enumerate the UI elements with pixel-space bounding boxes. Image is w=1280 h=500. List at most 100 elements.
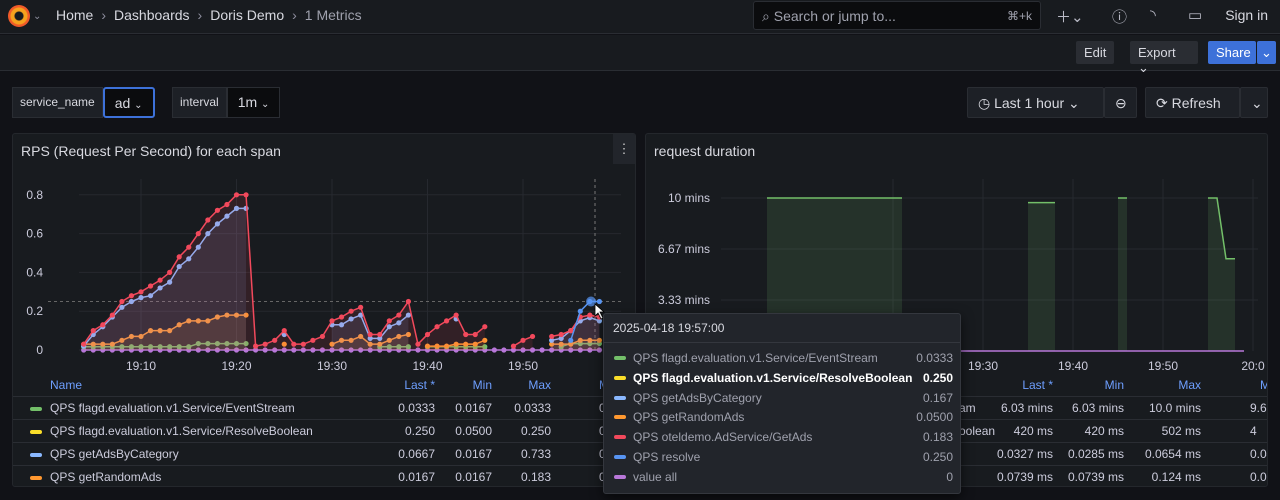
legend-row[interactable]: QPS flagd.evaluation.v1.Service/ResolveB… <box>13 419 635 441</box>
mean-value: 0.045 <box>1250 447 1267 461</box>
data-point <box>224 340 230 347</box>
series-color-swatch <box>30 430 42 434</box>
min-value: 420 ms <box>1084 424 1124 438</box>
tooltip-row: QPS resolve 0.250 <box>613 450 953 468</box>
tooltip-series-value: 0.250 <box>922 370 953 385</box>
min-value: 0.0739 ms <box>1067 470 1124 484</box>
data-point <box>195 244 201 250</box>
breadcrumb-folder[interactable]: Doris Demo <box>210 7 285 23</box>
data-point <box>109 312 115 318</box>
col-last[interactable]: Last * <box>1022 378 1053 392</box>
rps-chart[interactable]: 0 0.2 0.4 0.6 0.8 19:10 19:20 19:30 19:40 19:50 <box>13 134 636 374</box>
panel-menu-icon[interactable]: ⋮ <box>613 134 635 164</box>
refresh-button[interactable]: ⟳ Refresh <box>1145 87 1240 118</box>
data-point <box>377 341 383 347</box>
data-point <box>310 347 316 353</box>
data-point <box>577 347 583 353</box>
series-color-swatch <box>614 356 626 360</box>
variable-service-name: service_name ad ⌄ <box>12 87 155 118</box>
chevron-down-icon[interactable]: ⌄ <box>33 11 42 22</box>
data-point <box>138 295 144 301</box>
col-last[interactable]: Last * <box>404 378 435 392</box>
data-point <box>472 331 478 338</box>
breadcrumb-dashboards[interactable]: Dashboards <box>114 7 190 23</box>
series-color-swatch <box>614 435 626 440</box>
data-point <box>119 337 125 343</box>
variable-label: interval <box>172 87 227 118</box>
service-name-select[interactable]: ad ⌄ <box>102 87 155 118</box>
series-name: QPS getAdsByCategory <box>50 447 179 461</box>
legend-row[interactable]: QPS flagd.evaluation.v1.Service/EventStr… <box>13 396 635 418</box>
data-point <box>233 192 240 198</box>
edit-button[interactable]: Edit <box>1076 41 1115 64</box>
grafana-logo-icon[interactable] <box>8 5 30 27</box>
data-point <box>195 347 201 353</box>
data-point <box>358 347 364 353</box>
data-point <box>348 347 354 353</box>
data-point <box>453 341 459 347</box>
help-icon[interactable]: ⓘ <box>1112 9 1128 26</box>
legend-header: Last * Min Max M <box>646 374 1267 396</box>
col-max[interactable]: Max <box>528 378 551 392</box>
data-point <box>262 347 268 353</box>
data-point <box>549 333 555 340</box>
series-color-swatch <box>614 415 626 420</box>
time-range-picker[interactable]: ◷ Last 1 hour ⌄ <box>967 87 1104 118</box>
dashboard-toolbar: Edit Export ⌄ Share ⌄ <box>0 35 1280 75</box>
data-point <box>424 343 431 349</box>
y-tick-label: 0.8 <box>26 188 43 202</box>
data-point <box>128 293 135 299</box>
series-area <box>83 208 247 350</box>
export-button[interactable]: Export ⌄ <box>1130 41 1198 75</box>
data-point <box>558 331 564 338</box>
mean-value: 4 <box>1250 424 1257 438</box>
series-color-swatch <box>30 476 42 480</box>
series-area <box>551 317 600 350</box>
data-point <box>138 333 144 340</box>
breadcrumb-home[interactable]: Home <box>56 7 94 23</box>
data-point <box>176 344 182 350</box>
last-value: 0.0739 ms <box>996 470 1053 484</box>
data-point <box>243 192 249 198</box>
tooltip-series-value: 0 <box>946 469 953 484</box>
data-point <box>539 347 545 353</box>
col-mean[interactable]: M <box>1260 378 1267 392</box>
sign-in-link[interactable]: Sign in <box>1225 7 1268 23</box>
data-point <box>214 314 220 320</box>
rss-icon[interactable]: ◝ <box>1150 7 1156 24</box>
col-min[interactable]: Min <box>1104 378 1124 392</box>
refresh-interval-dropdown[interactable]: ⌄ <box>1240 87 1268 118</box>
x-tick-label: 19:10 <box>126 359 156 373</box>
col-min[interactable]: Min <box>472 378 492 392</box>
data-point <box>587 337 593 343</box>
plus-icon[interactable]: ＋⌄ <box>1056 9 1084 26</box>
data-point <box>510 343 517 349</box>
min-value: 0.0167 <box>455 447 492 461</box>
last-value: 0.0667 <box>398 447 435 461</box>
max-value: 10.0 mins <box>1148 401 1201 415</box>
search-input[interactable]: ⌕ Search or jump to... ⌘+k <box>753 1 1041 30</box>
tooltip-series-name: QPS flagd.evaluation.v1.Service/ResolveB… <box>633 370 913 385</box>
max-value: 0.124 ms <box>1151 470 1201 484</box>
data-point <box>549 347 555 353</box>
share-dropdown-button[interactable]: ⌄ <box>1257 41 1276 64</box>
col-name[interactable]: Name <box>50 378 83 392</box>
data-point <box>568 341 574 347</box>
select-value: 1m <box>237 94 258 110</box>
tooltip-series-value: 0.0500 <box>916 410 953 425</box>
interval-select[interactable]: 1m ⌄ <box>226 87 281 118</box>
tooltip-row: QPS oteldemo.AdService/GetAds 0.183 <box>613 430 953 448</box>
zoom-out-button[interactable]: ⊖ <box>1104 87 1137 118</box>
legend-row[interactable]: am 6.03 mins 6.03 mins 10.0 mins 9.63 <box>646 396 1267 418</box>
last-value: 0.250 <box>404 424 435 438</box>
data-point <box>463 341 469 347</box>
col-max[interactable]: Max <box>1178 378 1201 392</box>
request-duration-chart[interactable]: 3.33 mins 6.67 mins 10 mins 19:30 19:40 19:50… <box>646 134 1268 374</box>
share-button[interactable]: Share <box>1208 41 1256 64</box>
series-area <box>551 315 600 350</box>
panel-rps: RPS (Request Per Second) for each span ⋮… <box>12 133 636 487</box>
monitor-icon[interactable]: ▭ <box>1188 7 1203 24</box>
data-point <box>195 231 201 237</box>
